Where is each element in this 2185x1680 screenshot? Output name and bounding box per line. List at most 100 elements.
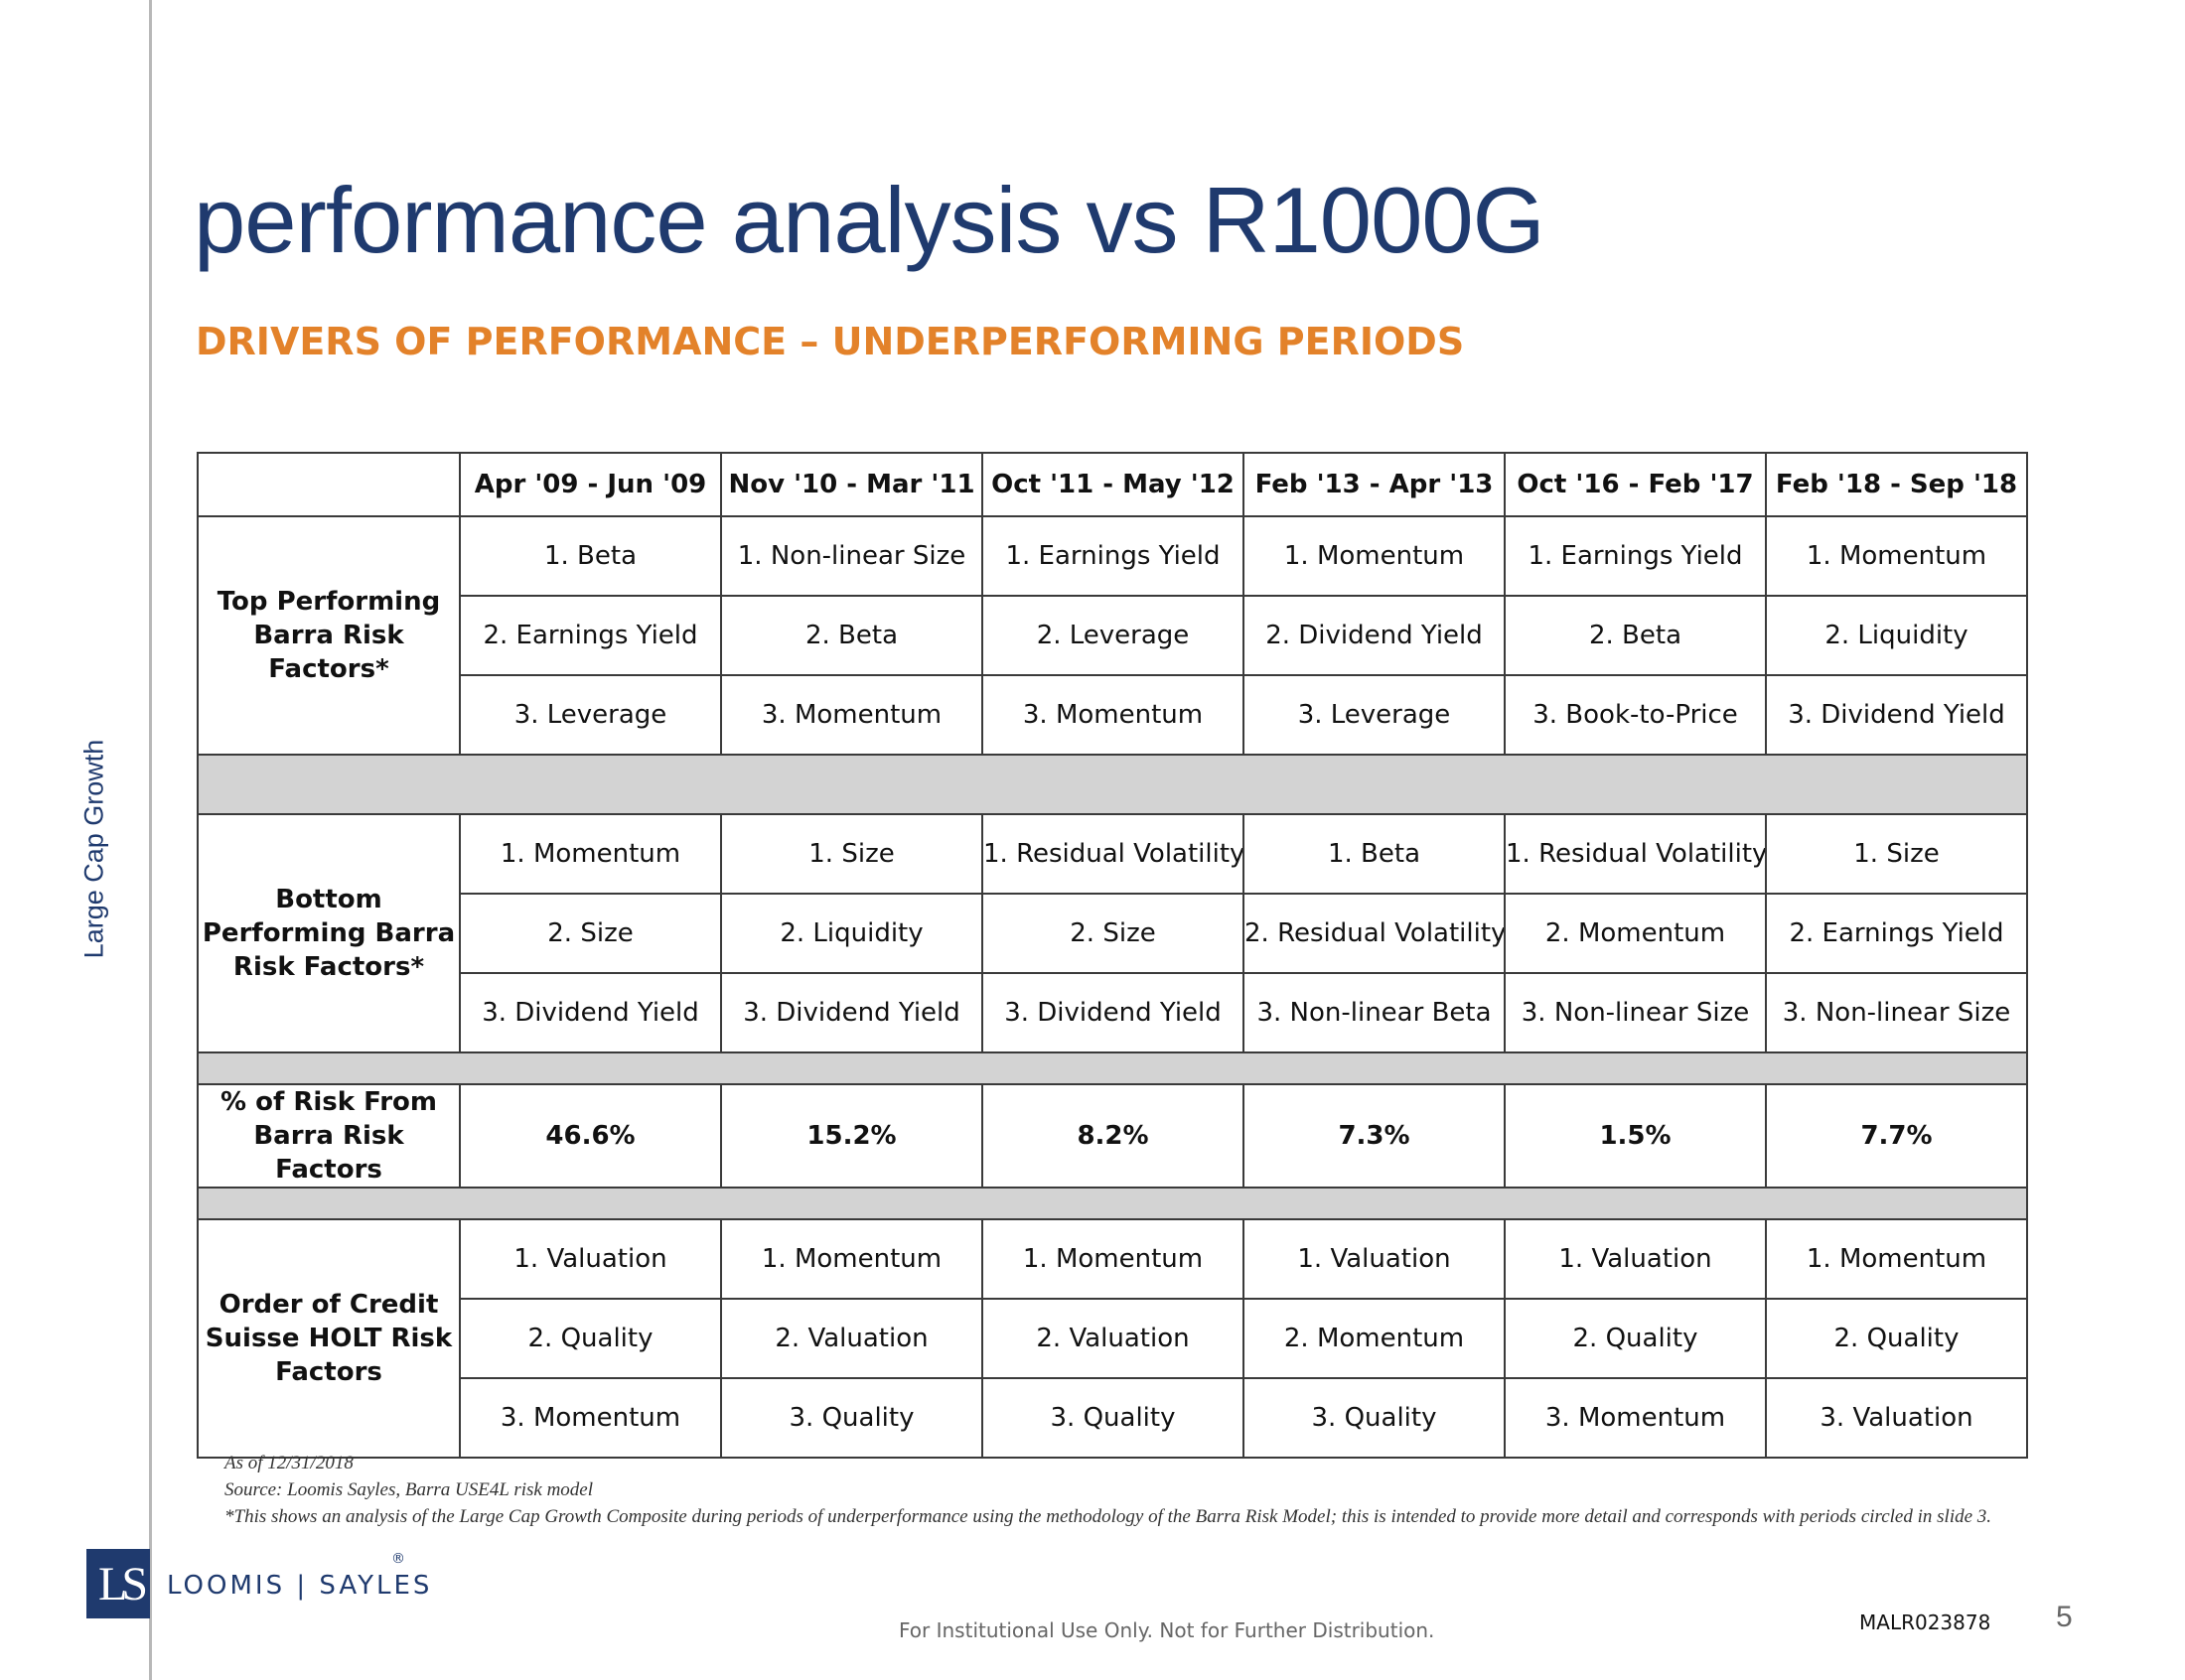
page-subtitle: DRIVERS OF PERFORMANCE – UNDERPERFORMING… — [196, 320, 1465, 363]
table-cell: 2. Size — [459, 893, 722, 974]
table-row: 3. Momentum 3. Quality 3. Quality 3. Qua… — [198, 1377, 2028, 1459]
table-cell: 2. Quality — [459, 1298, 722, 1379]
period-header: Oct '16 - Feb '17 — [1504, 452, 1767, 517]
table-cell: 1. Residual Volatility — [1504, 813, 1767, 895]
table-row: 2. Quality 2. Valuation 2. Valuation 2. … — [198, 1298, 2028, 1379]
risk-percentage-value: 7.3% — [1242, 1083, 1506, 1189]
table-header-row: Apr '09 - Jun '09 Nov '10 - Mar '11 Oct … — [197, 452, 2028, 517]
table-cell: 3. Dividend Yield — [1765, 674, 2028, 756]
table-cell: 1. Momentum — [720, 1218, 983, 1300]
table-cell: 1. Beta — [1242, 813, 1506, 895]
table-cell: 1. Earnings Yield — [1504, 515, 1767, 597]
separator-cell — [197, 1051, 2028, 1085]
table-cell: 3. Momentum — [981, 674, 1244, 756]
table-cell: 3. Dividend Yield — [981, 972, 1244, 1053]
table-cell: 1. Size — [720, 813, 983, 895]
risk-percentage-value: 46.6% — [459, 1083, 722, 1189]
table-row: Top Performing Barra Risk Factors* 1. Be… — [197, 515, 2028, 756]
table-row: 2. Size 2. Liquidity 2. Size 2. Residual… — [198, 893, 2028, 974]
risk-percentage-value: 8.2% — [981, 1083, 1244, 1189]
risk-percentage-label: % of Risk From Barra Risk Factors — [197, 1083, 461, 1189]
table-cell: 1. Valuation — [1242, 1218, 1506, 1300]
table-cell: 2. Beta — [720, 595, 983, 676]
table-cell: 2. Momentum — [1242, 1298, 1506, 1379]
table-row: 3. Dividend Yield 3. Dividend Yield 3. D… — [198, 972, 2028, 1053]
bottom-performing-label: Bottom Performing Barra Risk Factors* — [197, 813, 461, 1053]
risk-percentage-value: 15.2% — [720, 1083, 983, 1189]
table-cell: 3. Momentum — [1504, 1377, 1767, 1459]
separator-cell — [197, 1187, 2028, 1220]
table-cell: 1. Size — [1765, 813, 2028, 895]
table-row: 2. Earnings Yield 2. Beta 2. Leverage 2.… — [198, 595, 2028, 676]
table-cell: 3. Quality — [1242, 1377, 1506, 1459]
table-cell: 1. Momentum — [1242, 515, 1506, 597]
table-cell: 1. Momentum — [459, 813, 722, 895]
separator-row — [197, 1187, 2028, 1220]
document-id: MALR023878 — [1859, 1610, 1991, 1634]
table-cell: 1. Momentum — [981, 1218, 1244, 1300]
methodology-note: *This shows an analysis of the Large Cap… — [224, 1506, 1992, 1527]
page-number: 5 — [2056, 1601, 2073, 1633]
period-header: Nov '10 - Mar '11 — [720, 452, 983, 517]
top-performing-label: Top Performing Barra Risk Factors* — [197, 515, 461, 756]
table-cell: 1. Valuation — [459, 1218, 722, 1300]
loomis-sayles-logo-text: LOOMIS | SAYLES — [167, 1571, 433, 1601]
table-cell: 1. Residual Volatility — [981, 813, 1244, 895]
distribution-notice: For Institutional Use Only. Not for Furt… — [899, 1618, 1435, 1642]
table-cell: 2. Earnings Yield — [1765, 893, 2028, 974]
table-cell: 1. Beta — [459, 515, 722, 597]
table-cell: 2. Quality — [1765, 1298, 2028, 1379]
table-cell: 3. Quality — [720, 1377, 983, 1459]
table-cell: 3. Book-to-Price — [1504, 674, 1767, 756]
table-cell: 3. Leverage — [1242, 674, 1506, 756]
table-cell: 1. Momentum — [1765, 1218, 2028, 1300]
table-row: Bottom Performing Barra Risk Factors* 1.… — [197, 813, 2028, 1053]
table-cell: 2. Earnings Yield — [459, 595, 722, 676]
risk-percentage-value: 7.7% — [1765, 1083, 2028, 1189]
table-cell: 3. Momentum — [459, 1377, 722, 1459]
period-header: Feb '18 - Sep '18 — [1765, 452, 2028, 517]
table-cell: 2. Momentum — [1504, 893, 1767, 974]
table-cell: 2. Leverage — [981, 595, 1244, 676]
period-header: Oct '11 - May '12 — [981, 452, 1244, 517]
table-cell: 3. Non-linear Size — [1504, 972, 1767, 1053]
period-header: Apr '09 - Jun '09 — [459, 452, 722, 517]
table-cell: 3. Non-linear Beta — [1242, 972, 1506, 1053]
separator-cell — [197, 754, 2028, 815]
performance-drivers-table: Apr '09 - Jun '09 Nov '10 - Mar '11 Oct … — [197, 452, 2028, 1459]
table-cell: 1. Momentum — [1765, 515, 2028, 597]
table-cell: 2. Dividend Yield — [1242, 595, 1506, 676]
source-note: Source: Loomis Sayles, Barra USE4L risk … — [224, 1479, 594, 1500]
table-cell: 3. Quality — [981, 1377, 1244, 1459]
side-section-label: Large Cap Growth — [78, 739, 109, 959]
period-header: Feb '13 - Apr '13 — [1242, 452, 1506, 517]
footnotes: As of 12/31/2018 Source: Loomis Sayles, … — [224, 1450, 2062, 1530]
holt-risk-label: Order of Credit Suisse HOLT Risk Factors — [197, 1218, 461, 1459]
table-cell: 2. Liquidity — [1765, 595, 2028, 676]
table-cell: 3. Valuation — [1765, 1377, 2028, 1459]
table-cell: 2. Valuation — [720, 1298, 983, 1379]
table-cell: 3. Momentum — [720, 674, 983, 756]
table-cell: 1. Earnings Yield — [981, 515, 1244, 597]
table-cell: 3. Non-linear Size — [1765, 972, 2028, 1053]
table-cell: 3. Leverage — [459, 674, 722, 756]
separator-row — [197, 754, 2028, 815]
table-row: Order of Credit Suisse HOLT Risk Factors… — [197, 1218, 2028, 1459]
registered-mark: ® — [391, 1551, 405, 1567]
logo-mark-text: LS — [98, 1558, 148, 1610]
table-cell: 3. Dividend Yield — [720, 972, 983, 1053]
left-divider-line — [149, 0, 152, 1680]
page-title: performance analysis vs R1000G — [194, 168, 1545, 272]
table-cell: 2. Valuation — [981, 1298, 1244, 1379]
loomis-sayles-logo-mark: LS — [86, 1549, 150, 1618]
table-cell: 2. Quality — [1504, 1298, 1767, 1379]
table-cell: 3. Dividend Yield — [459, 972, 722, 1053]
risk-percentage-value: 1.5% — [1504, 1083, 1767, 1189]
table-cell: 2. Size — [981, 893, 1244, 974]
as-of-date: As of 12/31/2018 — [224, 1453, 354, 1473]
table-cell: 2. Residual Volatility — [1242, 893, 1506, 974]
table-cell: 2. Beta — [1504, 595, 1767, 676]
table-cell: 1. Non-linear Size — [720, 515, 983, 597]
separator-row — [197, 1051, 2028, 1085]
header-corner-cell — [197, 452, 461, 517]
